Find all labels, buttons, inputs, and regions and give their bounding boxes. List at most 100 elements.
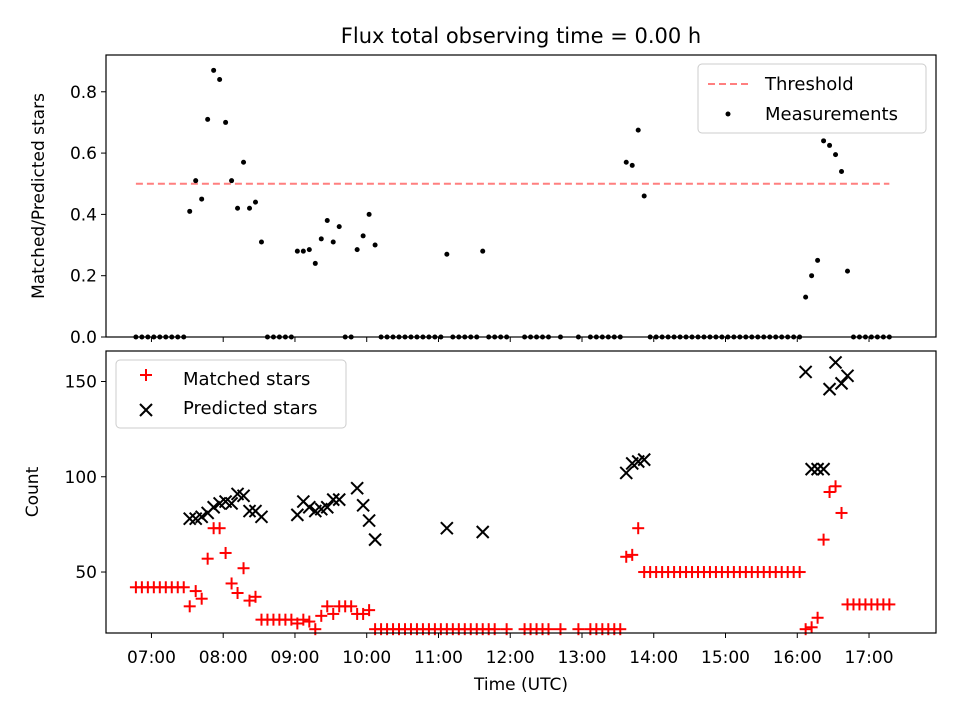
count-legend: Matched stars Predicted stars	[115, 359, 347, 429]
measurement-point	[211, 67, 217, 73]
measurement-point	[360, 233, 366, 239]
measurement-point	[803, 294, 809, 300]
measurement-point	[199, 196, 205, 202]
predicted-star-point	[440, 521, 454, 535]
matched-star-point	[225, 577, 238, 590]
matched-star-point	[189, 585, 202, 598]
matched-star-point	[817, 533, 830, 546]
predicted-legend-marker	[139, 403, 153, 417]
matched-star-point	[231, 586, 244, 599]
predicted-star-point	[183, 511, 197, 526]
predicted-star-point	[350, 481, 364, 495]
x-tick-label: 08:00	[199, 648, 248, 668]
measurement-point	[241, 159, 247, 165]
matched-star-point	[177, 581, 190, 594]
x-tick-label: 15:00	[701, 648, 750, 668]
ratio-axes-frame	[105, 54, 937, 338]
measurement-point	[480, 248, 486, 254]
x-tick-label: 14:00	[629, 648, 678, 668]
predicted-star-point	[637, 452, 651, 467]
measurement-point	[217, 77, 223, 83]
measurement-point	[641, 193, 647, 199]
matched-star-point	[620, 550, 633, 563]
ratio-y-ticks: 0.0 0.2 0.4 0.6 0.8	[70, 83, 106, 348]
predicted-star-point	[302, 500, 317, 514]
matched-star-point	[327, 607, 340, 620]
measurement-point	[372, 242, 378, 248]
measurement-point	[821, 138, 827, 144]
count-y-tick-label: 150	[65, 372, 97, 392]
matched-star-point	[883, 598, 896, 611]
x-tick-label: 12:00	[486, 648, 535, 668]
predicted-star-point	[236, 489, 251, 503]
measurement-point	[354, 247, 360, 253]
measurement-point	[247, 205, 253, 211]
matched-star-point	[249, 590, 262, 603]
count-y-axis-label: Count	[23, 466, 43, 517]
measurement-point	[844, 268, 850, 274]
x-tick-label: 10:00	[342, 648, 391, 668]
count-x-ticks: 07:00 08:00 09:00 10:00 11:00 12:00 13:00 14:00…	[127, 633, 894, 668]
x-tick-label: 16:00	[773, 648, 822, 668]
ratio-y-tick-label: 0.0	[70, 328, 97, 348]
predicted-star-point	[798, 365, 813, 379]
measurement-point	[306, 247, 312, 253]
matched-star-point	[811, 611, 824, 624]
measurement-point	[229, 178, 235, 184]
measurement-point	[635, 127, 641, 133]
matched-star-point	[321, 600, 334, 613]
x-tick-label: 07:00	[127, 648, 176, 668]
matched-star-point	[303, 615, 316, 628]
count-legend-box	[115, 359, 347, 429]
matched-star-point	[829, 480, 842, 493]
measurement-point	[629, 162, 635, 168]
predicted-star-point	[224, 496, 239, 511]
measurement-point	[827, 142, 833, 148]
x-tick-label: 09:00	[270, 648, 319, 668]
count-panel: 50 100 150 07:00 08:00 09:00 10:00 11:00 12:00 1…	[23, 350, 937, 695]
ratio-y-tick-label: 0.2	[70, 267, 97, 287]
matched-star-point	[237, 562, 250, 575]
matched-star-point	[632, 522, 645, 535]
ratio-y-axis-label: Matched/Predicted stars	[29, 93, 49, 299]
predicted-star-point	[254, 510, 269, 524]
predicted-star-point	[290, 508, 305, 522]
measurements-legend-label: Measurements	[765, 104, 898, 125]
predicted-legend-label: Predicted stars	[183, 398, 317, 419]
matched-star-point	[315, 609, 328, 622]
predicted-star-point	[194, 510, 209, 524]
matched-star-point	[345, 600, 358, 613]
measurement-point	[235, 205, 241, 211]
matched-star-point	[793, 566, 806, 579]
matched-star-point	[183, 600, 196, 613]
matched-star-point	[363, 604, 376, 617]
threshold-legend-label: Threshold	[764, 74, 854, 95]
x-tick-label: 13:00	[557, 648, 606, 668]
matched-star-point	[835, 506, 848, 519]
measurements-legend-marker	[725, 111, 731, 117]
matched-star-point	[201, 552, 214, 565]
matched-star-point	[805, 621, 818, 634]
x-tick-label: 17:00	[845, 648, 894, 668]
predicted-star-point	[362, 513, 376, 528]
measurement-point	[366, 211, 372, 217]
predicted-star-point	[822, 382, 837, 396]
measurement-point	[252, 199, 258, 205]
predicted-star-point	[242, 504, 257, 518]
measurement-point	[205, 116, 211, 122]
predicted-star-point	[840, 369, 855, 383]
ratio-y-tick-label: 0.4	[70, 205, 97, 225]
ratio-panel: 0.00.20.40.60.8 Matched/Predicted stars …	[29, 54, 937, 348]
predicted-star-point	[356, 498, 370, 513]
measurement-point	[294, 248, 300, 254]
ratio-x-ticks	[150, 337, 870, 342]
measurement-point	[300, 248, 306, 254]
matched-star-point	[213, 522, 226, 535]
matched-star-point	[823, 486, 836, 498]
measurement-point	[223, 119, 229, 125]
matched-star-point	[219, 546, 232, 559]
predicted-star-point	[320, 500, 334, 514]
chart-title: Flux total observing time = 0.00 h	[341, 24, 701, 48]
measurement-point	[839, 168, 845, 174]
